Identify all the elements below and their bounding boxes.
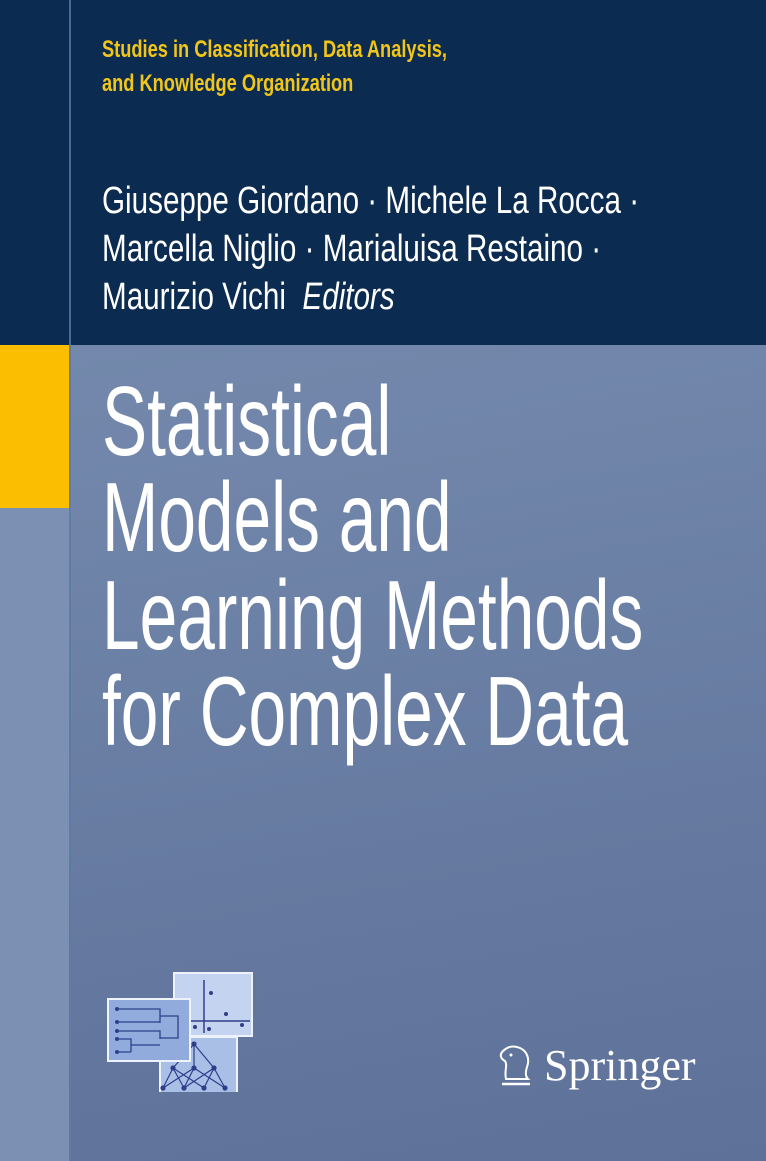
series-title-line-2: and Knowledge Organization — [102, 70, 354, 97]
publisher-name: Springer — [544, 1041, 696, 1090]
authors-line-3: Maurizio Vichi Editors — [102, 276, 395, 319]
vertical-divider — [69, 0, 71, 1161]
book-title-line-4: for Complex Data — [102, 656, 629, 766]
knight-chess-piece-icon — [499, 1045, 531, 1085]
header-band — [0, 0, 766, 345]
series-logo-icon — [107, 972, 253, 1092]
editors-label: Editors — [302, 276, 395, 318]
left-strip — [0, 508, 69, 1161]
yellow-accent-block — [0, 345, 69, 508]
springer-logo: Springer — [496, 1040, 696, 1091]
series-title-line-1: Studies in Classification, Data Analysis… — [102, 36, 447, 63]
authors-line-1: Giuseppe Giordano · Michele La Rocca · — [102, 180, 640, 222]
book-title-line-2: Models and — [102, 462, 452, 572]
authors-line-2: Marcella Niglio · Marialuisa Restaino · — [102, 228, 602, 270]
author-name: Maurizio Vichi — [102, 276, 286, 318]
book-title-line-3: Learning Methods — [102, 560, 644, 670]
book-title-line-1: Statistical — [102, 366, 392, 476]
